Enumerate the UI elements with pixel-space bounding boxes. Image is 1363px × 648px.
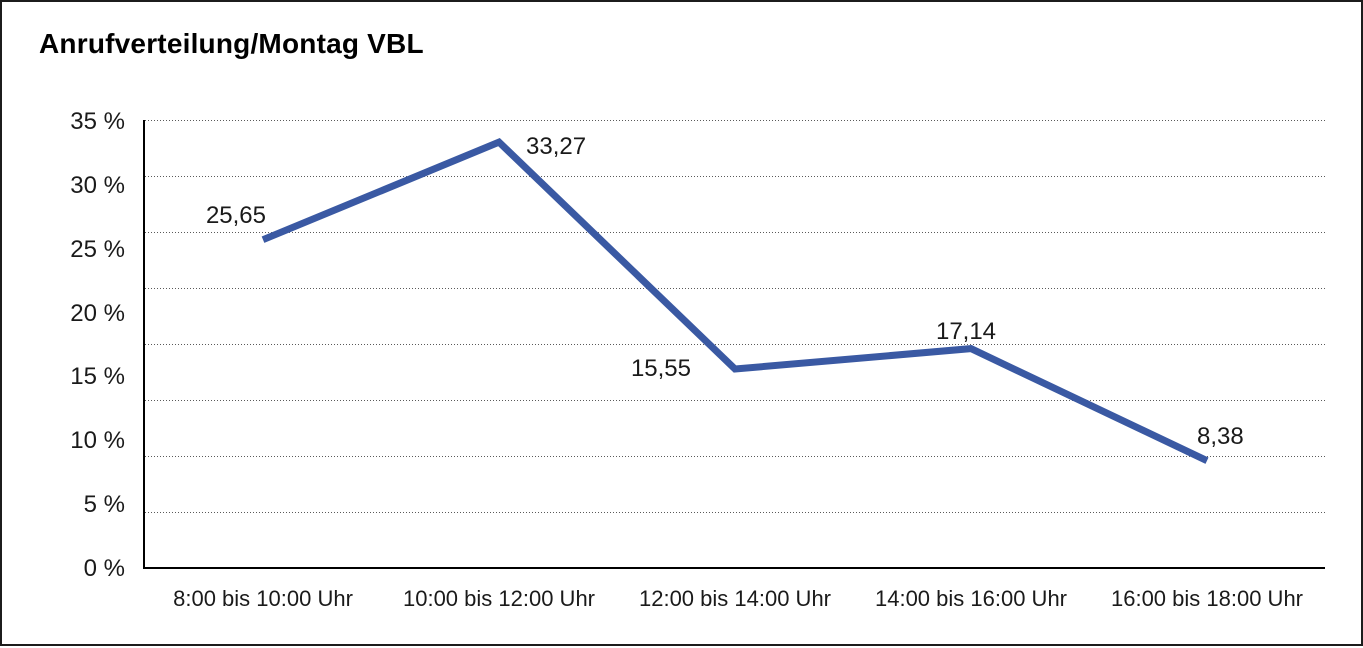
horizontal-gridline xyxy=(145,512,1325,513)
horizontal-gridline xyxy=(145,400,1325,401)
x-axis-category-label: 8:00 bis 10:00 Uhr xyxy=(173,586,353,611)
horizontal-gridline xyxy=(145,232,1325,233)
data-point-value-label: 17,14 xyxy=(935,318,997,345)
y-axis-tick-label: 35 % xyxy=(70,108,125,135)
series-line-path xyxy=(261,137,1209,464)
y-axis-tick-label: 25 % xyxy=(70,236,125,263)
y-axis-tick-label: 0 % xyxy=(83,555,125,582)
data-point-value-label: 25,65 xyxy=(205,202,266,229)
y-axis-tick-label: 5 % xyxy=(83,491,125,518)
y-axis-line xyxy=(143,120,145,569)
y-axis-tick-label: 20 % xyxy=(70,300,125,327)
chart-title: Anrufverteilung/Montag VBL xyxy=(39,28,424,59)
y-axis-tick-label: 30 % xyxy=(70,172,125,199)
data-point-value-label: 8,38 xyxy=(1197,423,1244,450)
data-point-value-label: 15,55 xyxy=(630,355,691,382)
horizontal-gridline xyxy=(145,120,1325,121)
horizontal-gridline xyxy=(145,288,1325,289)
data-point-value-label: 33,27 xyxy=(526,133,587,160)
y-axis-tick-label: 15 % xyxy=(70,363,125,390)
x-axis-category-label: 16:00 bis 18:00 Uhr xyxy=(1110,586,1304,611)
x-axis-line xyxy=(143,567,1325,569)
horizontal-gridline xyxy=(145,456,1325,457)
horizontal-gridline xyxy=(145,344,1325,345)
y-axis-tick-label: 10 % xyxy=(70,427,125,454)
x-axis-category-label: 10:00 bis 12:00 Uhr xyxy=(402,586,596,611)
x-axis-category-label: 14:00 bis 16:00 Uhr xyxy=(874,586,1068,611)
horizontal-gridline xyxy=(145,176,1325,177)
x-axis-category-label: 12:00 bis 14:00 Uhr xyxy=(638,586,832,611)
